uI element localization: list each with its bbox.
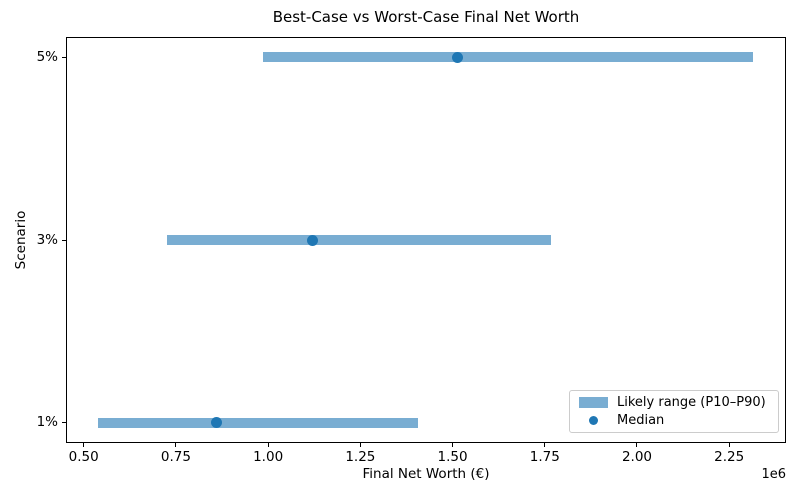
legend-label-median: Median (617, 413, 665, 429)
median-dot (451, 51, 463, 63)
median-dot-swatch-icon (589, 416, 598, 426)
median-dot (211, 417, 223, 429)
x-tick-label: 0.75 (160, 449, 191, 465)
y-tick-mark (62, 239, 66, 241)
x-tick-mark (267, 443, 269, 447)
x-tick-mark (359, 443, 361, 447)
legend-swatch-cell (579, 396, 608, 408)
x-tick-label: 1.25 (345, 449, 376, 465)
chart-title: Best-Case vs Worst-Case Final Net Worth (272, 8, 580, 26)
y-tick-mark (62, 422, 66, 424)
x-axis-label: Final Net Worth (€) (362, 466, 490, 482)
x-tick-label: 2.25 (714, 449, 745, 465)
y-tick-mark (62, 56, 66, 58)
legend-entry-median: Median (570, 412, 778, 431)
x-axis-offset-label: 1e6 (761, 467, 786, 482)
y-tick-label: 1% (36, 414, 58, 431)
x-tick-label: 0.50 (68, 449, 99, 465)
median-dot (307, 234, 319, 246)
y-tick-label: 5% (36, 48, 58, 65)
x-tick-mark (636, 443, 638, 447)
range-bar (262, 52, 754, 63)
range-bar-swatch-icon (579, 396, 608, 408)
x-tick-mark (544, 443, 546, 447)
legend-label-likely-range: Likely range (P10–P90) (617, 394, 766, 410)
x-tick-label: 1.00 (253, 449, 284, 465)
x-tick-label: 1.75 (529, 449, 560, 465)
range-bar (98, 417, 418, 428)
x-tick-mark (83, 443, 85, 447)
x-tick-mark (728, 443, 730, 447)
x-tick-mark (452, 443, 454, 447)
legend-swatch-cell (579, 416, 608, 426)
legend-entry-likely-range: Likely range (P10–P90) (570, 393, 778, 412)
range-bar (166, 235, 552, 245)
y-tick-label: 3% (36, 231, 58, 248)
legend-box: Likely range (P10–P90) Median (569, 390, 779, 433)
x-tick-label: 1.50 (437, 449, 468, 465)
x-tick-label: 2.00 (621, 449, 652, 465)
x-tick-mark (175, 443, 177, 447)
